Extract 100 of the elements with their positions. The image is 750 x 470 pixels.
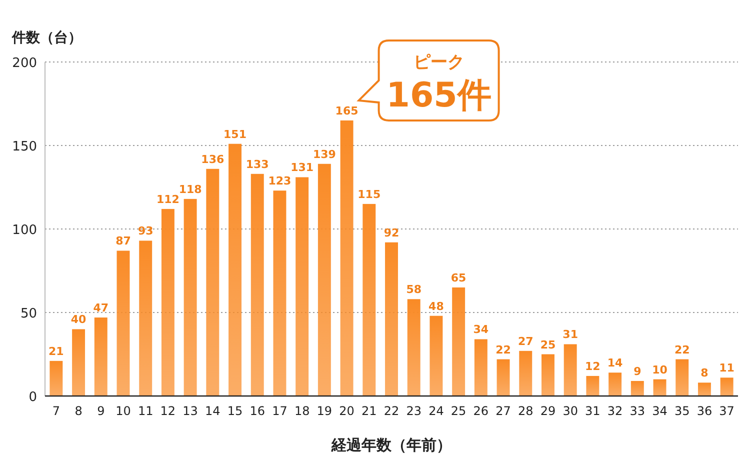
bar bbox=[430, 316, 443, 396]
x-tick-label: 29 bbox=[540, 404, 556, 418]
x-tick-label: 37 bbox=[719, 404, 734, 418]
data-label: 40 bbox=[70, 313, 87, 326]
bar bbox=[720, 378, 734, 396]
bar bbox=[116, 250, 130, 396]
data-label: 87 bbox=[116, 234, 131, 248]
x-tick-label: 25 bbox=[450, 404, 466, 418]
bar bbox=[474, 339, 488, 396]
x-tick-label: 18 bbox=[294, 404, 310, 418]
y-tick-label: 0 bbox=[28, 390, 37, 405]
bar bbox=[94, 318, 108, 396]
x-tick-label: 27 bbox=[496, 404, 511, 418]
annotation: ピーク 165件 bbox=[386, 52, 492, 116]
x-tick-label: 34 bbox=[652, 404, 668, 418]
data-label: 21 bbox=[48, 344, 64, 358]
bar bbox=[542, 354, 554, 396]
bar bbox=[698, 382, 711, 396]
bar bbox=[273, 190, 286, 396]
data-label: 14 bbox=[607, 356, 624, 370]
bar bbox=[496, 359, 510, 396]
data-label: 93 bbox=[138, 224, 154, 238]
x-tick-label: 26 bbox=[473, 404, 489, 418]
data-label: 22 bbox=[674, 343, 690, 356]
data-label: 118 bbox=[178, 182, 202, 196]
x-tick-label: 14 bbox=[205, 404, 220, 418]
x-tick-label: 8 bbox=[74, 404, 82, 418]
data-label: 115 bbox=[358, 188, 381, 201]
bar bbox=[630, 380, 644, 396]
data-label: 133 bbox=[246, 158, 269, 171]
bar bbox=[318, 164, 331, 396]
x-tick-label: 28 bbox=[518, 404, 534, 418]
bar bbox=[407, 299, 420, 396]
x-tick-label: 21 bbox=[362, 404, 377, 418]
data-label: 92 bbox=[384, 226, 400, 240]
bar bbox=[362, 204, 376, 396]
x-axis-title: 経過年数（年前） bbox=[330, 436, 452, 454]
data-label: 9 bbox=[634, 364, 642, 378]
bar bbox=[676, 359, 689, 396]
data-label: 31 bbox=[562, 328, 578, 342]
bar bbox=[184, 198, 197, 396]
bar bbox=[340, 120, 354, 396]
data-label: 12 bbox=[585, 360, 600, 373]
x-tick-label: 13 bbox=[182, 404, 198, 418]
x-tick-label: 15 bbox=[227, 404, 243, 418]
x-tick-label: 10 bbox=[116, 404, 131, 418]
bar bbox=[564, 344, 577, 396]
x-tick-label: 24 bbox=[428, 404, 444, 418]
bar bbox=[385, 242, 398, 396]
bar bbox=[452, 287, 466, 396]
x-tick-label: 7 bbox=[52, 404, 60, 418]
bar bbox=[139, 240, 152, 396]
x-tick-label: 30 bbox=[562, 404, 578, 418]
data-label: 131 bbox=[290, 161, 314, 174]
y-tick-label: 150 bbox=[12, 140, 37, 154]
bar bbox=[206, 168, 220, 396]
x-tick-label: 31 bbox=[585, 404, 600, 418]
x-tick-label: 35 bbox=[674, 404, 690, 418]
data-label: 112 bbox=[156, 192, 180, 206]
bar bbox=[586, 376, 600, 396]
data-label: 58 bbox=[406, 283, 422, 296]
x-tick-label: 17 bbox=[272, 404, 288, 418]
data-label: 47 bbox=[93, 302, 109, 315]
x-tick-label: 32 bbox=[607, 404, 623, 418]
bar bbox=[296, 177, 309, 396]
x-tick-label: 23 bbox=[406, 404, 422, 418]
y-axis-title: 件数（台） bbox=[11, 30, 82, 46]
data-label: 8 bbox=[700, 366, 708, 380]
bar bbox=[608, 372, 622, 396]
bar bbox=[653, 379, 666, 396]
bar bbox=[250, 174, 264, 396]
data-label: 27 bbox=[518, 334, 534, 348]
x-tick-label: 22 bbox=[384, 404, 400, 418]
bar bbox=[228, 144, 242, 396]
data-label: 123 bbox=[268, 174, 292, 188]
x-tick-label: 16 bbox=[250, 404, 266, 418]
bar bbox=[50, 360, 63, 396]
x-tick-label: 33 bbox=[630, 404, 646, 418]
x-tick-label: 12 bbox=[160, 404, 176, 418]
data-label: 25 bbox=[540, 338, 556, 352]
bar bbox=[161, 208, 174, 396]
data-label: 136 bbox=[201, 152, 224, 166]
y-tick-label: 100 bbox=[12, 223, 37, 238]
x-tick-label: 11 bbox=[138, 404, 154, 418]
data-label: 22 bbox=[496, 343, 511, 356]
data-label: 10 bbox=[652, 363, 668, 376]
bar bbox=[519, 350, 532, 396]
data-label: 151 bbox=[224, 128, 246, 141]
data-label: 65 bbox=[450, 271, 466, 284]
x-tick-label: 20 bbox=[339, 404, 354, 418]
data-label: 48 bbox=[428, 300, 444, 313]
y-tick-label: 200 bbox=[12, 56, 37, 71]
x-tick-label: 19 bbox=[316, 404, 332, 418]
data-label: 165 bbox=[335, 104, 358, 118]
y-tick-label: 50 bbox=[20, 306, 37, 322]
x-tick-label: 9 bbox=[97, 404, 105, 418]
data-label: 11 bbox=[719, 362, 734, 375]
data-label: 139 bbox=[312, 148, 336, 161]
bar bbox=[72, 329, 86, 396]
x-tick-label: 36 bbox=[696, 404, 712, 418]
